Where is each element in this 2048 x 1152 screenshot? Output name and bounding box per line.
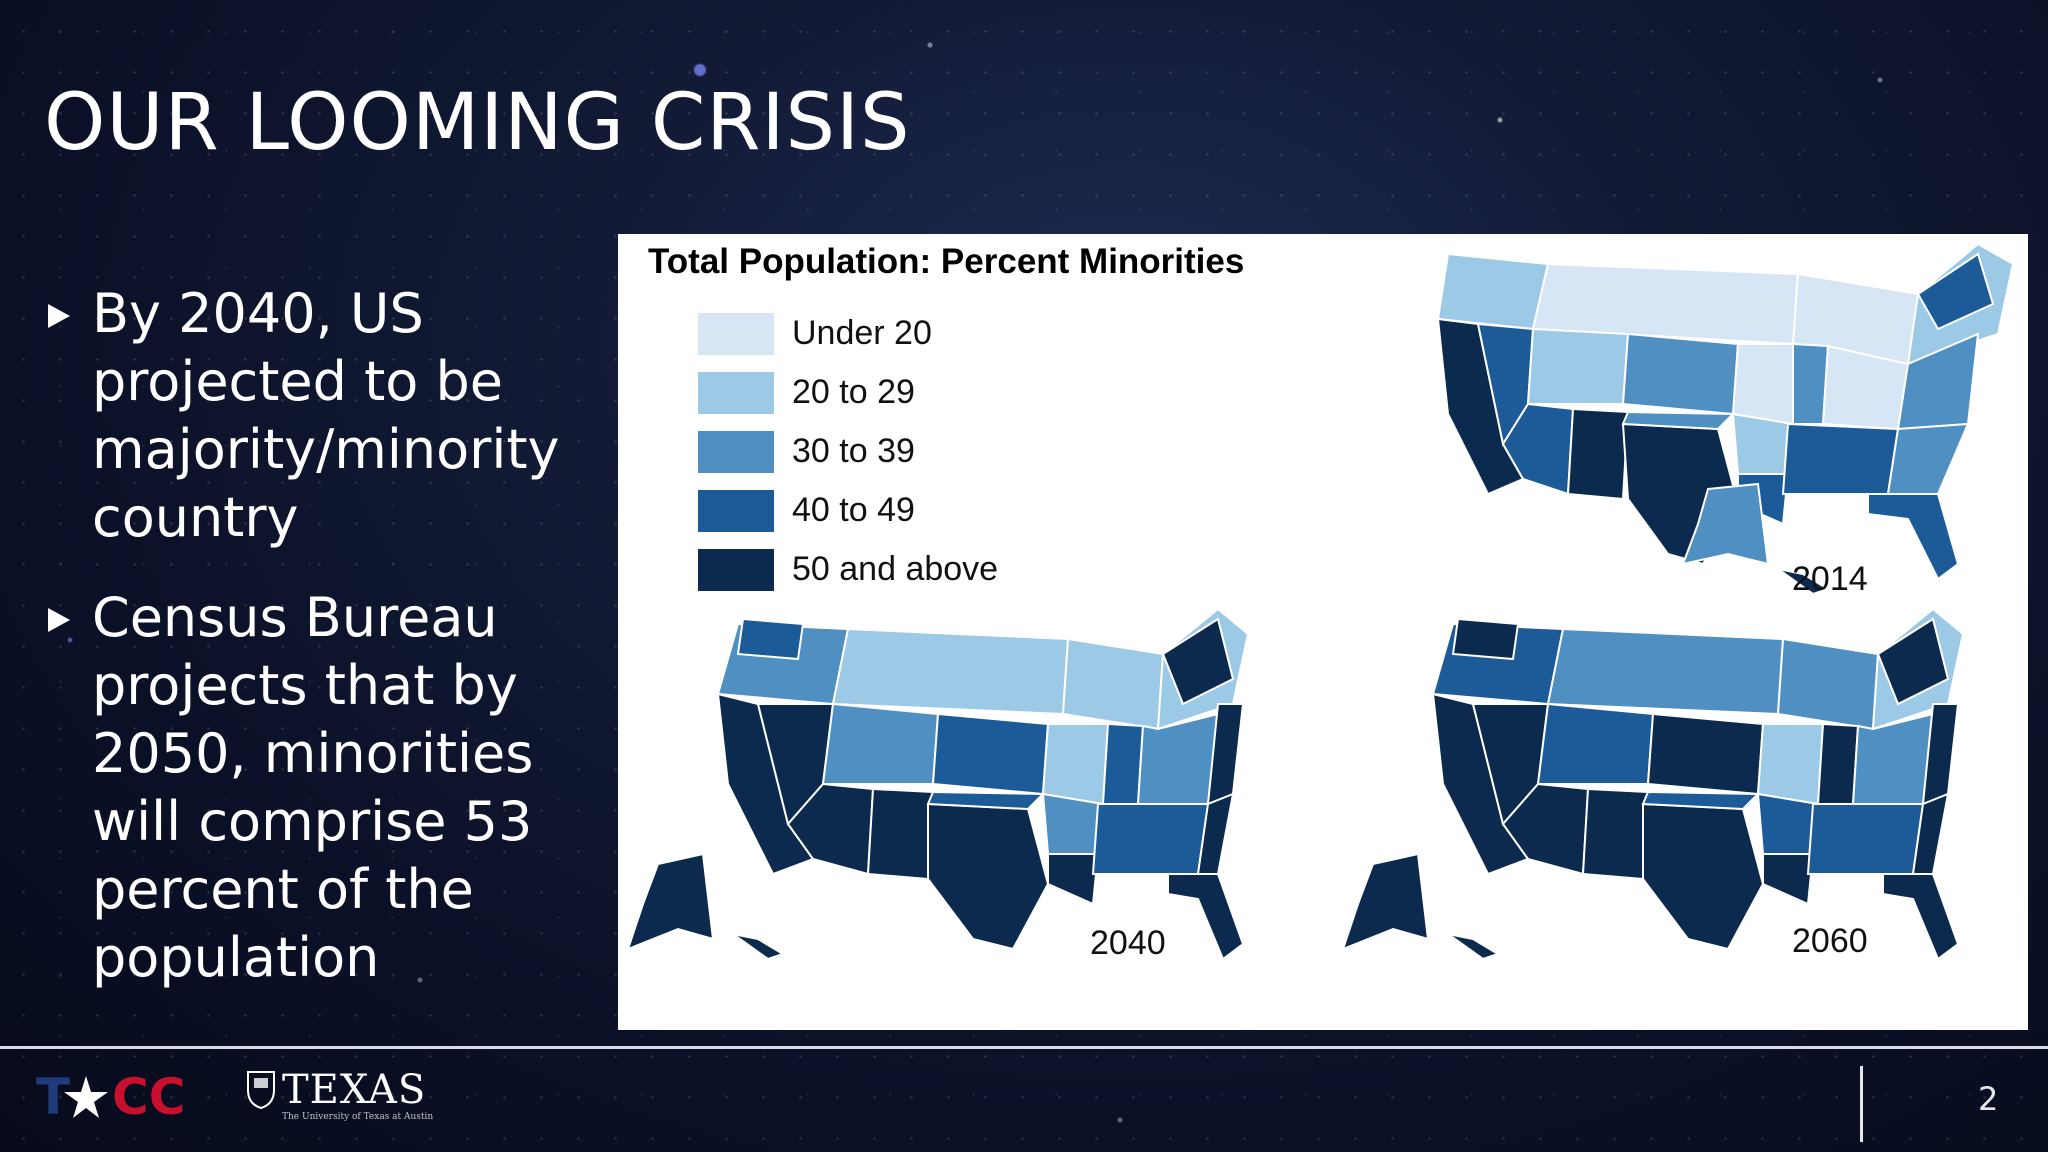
choropleth-maps (626, 242, 2015, 961)
region-florida (1882, 873, 1960, 961)
region-illinois (1101, 722, 1145, 805)
region-mountain (1536, 702, 1655, 785)
region-louisiana (1047, 853, 1100, 906)
region-alaska (1341, 852, 1430, 951)
legend-swatch (698, 548, 774, 591)
footer-divider (0, 1046, 2048, 1049)
region-midwest (1041, 723, 1110, 806)
svg-text:T: T (36, 1068, 70, 1126)
region-deep-south (1781, 422, 1900, 495)
region-alaska (626, 852, 715, 951)
legend-item: 30 to 39 (698, 422, 998, 481)
region-new-mexico (866, 787, 935, 881)
region-new-york (1916, 252, 1995, 331)
region-great-lakes (1776, 637, 1880, 731)
region-ohio-valley (1136, 712, 1220, 805)
legend-item: Under 20 (698, 304, 998, 363)
region-hawaii (732, 933, 786, 961)
region-illinois (1792, 342, 1830, 425)
region-arkansas (1756, 792, 1820, 855)
bullet-list: By 2040, US projected to be majority/min… (48, 280, 628, 1024)
legend-swatch (698, 489, 774, 532)
legend-swatch (698, 371, 774, 414)
legend-item: 50 and above (698, 540, 998, 599)
region-oklahoma (926, 790, 1046, 811)
region-mountain (1526, 327, 1630, 405)
legend-label: 30 to 39 (792, 432, 915, 470)
region-oklahoma (1621, 410, 1736, 431)
region-louisiana (1762, 853, 1815, 906)
region-northern-plains (1546, 627, 1785, 716)
texas-wordmark: TEXAS (282, 1067, 427, 1113)
region-arkansas (1731, 412, 1795, 475)
year-label-2014: 2014 (1792, 560, 1868, 598)
region-pacific-nw (1436, 252, 1550, 331)
region-washington (736, 617, 805, 661)
region-colorado-kansas (931, 712, 1050, 796)
page-number: 2 (1978, 1080, 1999, 1118)
region-colorado-kansas (1646, 712, 1765, 796)
legend-label: Under 20 (792, 314, 932, 352)
year-label-2060: 2060 (1792, 922, 1868, 960)
region-texas (1642, 802, 1765, 951)
region-colorado-kansas (1621, 332, 1740, 416)
legend-swatch (698, 430, 774, 473)
bullet-text: By 2040, US projected to be majority/min… (92, 282, 560, 549)
region-new-mexico (1581, 787, 1650, 881)
region-deep-south (1091, 803, 1210, 875)
region-arkansas (1041, 792, 1105, 855)
region-hawaii (1777, 568, 1831, 596)
legend-label: 50 and above (792, 550, 999, 588)
tacc-logo-icon: T CC (36, 1068, 185, 1126)
map-2040 (626, 607, 1250, 961)
legend-label: 40 to 49 (792, 491, 915, 529)
chart-title: Total Population: Percent Minorities (648, 242, 1245, 281)
bullet-arrow-icon (48, 304, 70, 328)
region-ohio-valley (1851, 712, 1935, 805)
map-figure: Total Population: Percent Minorities Und… (618, 234, 2028, 1030)
region-northern-plains (831, 627, 1070, 716)
bullet-text: Census Bureau projects that by 2050, min… (92, 586, 534, 989)
legend-item: 40 to 49 (698, 481, 998, 540)
map-2014 (1436, 242, 2015, 596)
legend-item: 20 to 29 (698, 363, 998, 422)
region-deep-south (1806, 803, 1925, 875)
legend-swatch (698, 312, 774, 355)
legend-label: 20 to 29 (792, 373, 915, 411)
region-new-mexico (1566, 407, 1630, 501)
region-great-lakes (1061, 637, 1165, 731)
footer-vertical-line (1860, 1066, 1863, 1142)
texas-logo: TEXAS The University of Texas at Austin (246, 1068, 433, 1122)
region-washington (1451, 617, 1520, 661)
region-florida (1867, 493, 1960, 581)
region-texas (927, 802, 1050, 951)
texas-subtitle: The University of Texas at Austin (282, 1112, 434, 1122)
region-midwest (1731, 343, 1800, 426)
region-mountain (821, 702, 940, 785)
ut-shield-icon (247, 1071, 275, 1110)
region-new-york (1161, 617, 1235, 706)
bullet-item: By 2040, US projected to be majority/min… (48, 280, 628, 552)
region-southeast (1886, 422, 1970, 495)
region-oklahoma (1641, 790, 1761, 811)
region-illinois (1816, 722, 1860, 805)
legend: Under 20 20 to 29 30 to 39 40 to 49 50 a… (698, 304, 998, 599)
map-2060 (1341, 607, 1965, 961)
svg-text:CC: CC (112, 1068, 185, 1126)
region-hawaii (1447, 933, 1501, 961)
region-midwest (1756, 723, 1825, 806)
bullet-item: Census Bureau projects that by 2050, min… (48, 584, 628, 992)
bullet-arrow-icon (48, 608, 70, 632)
region-florida (1167, 873, 1245, 961)
region-alaska (1681, 482, 1770, 566)
year-label-2040: 2040 (1090, 924, 1166, 962)
tacc-logo: T CC (36, 1066, 202, 1130)
region-new-york (1876, 617, 1950, 706)
slide-title: OUR LOOMING CRISIS (44, 78, 911, 168)
